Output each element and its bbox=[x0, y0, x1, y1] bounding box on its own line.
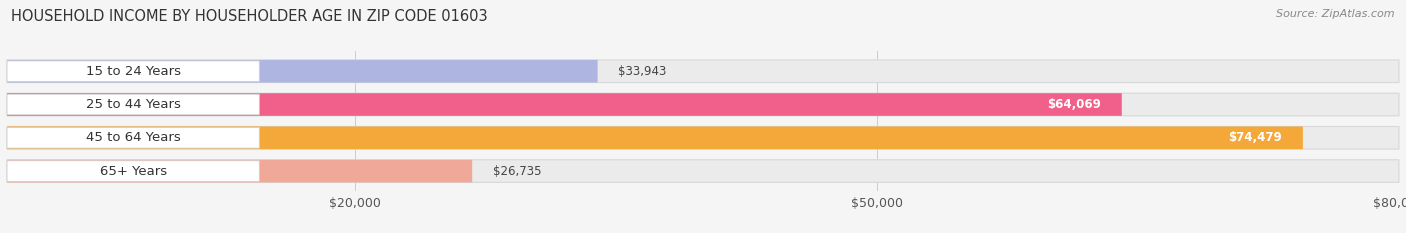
Text: 25 to 44 Years: 25 to 44 Years bbox=[86, 98, 180, 111]
Text: $74,479: $74,479 bbox=[1229, 131, 1282, 144]
Text: $64,069: $64,069 bbox=[1047, 98, 1101, 111]
FancyBboxPatch shape bbox=[7, 93, 1122, 116]
Text: Source: ZipAtlas.com: Source: ZipAtlas.com bbox=[1277, 9, 1395, 19]
FancyBboxPatch shape bbox=[7, 94, 259, 115]
FancyBboxPatch shape bbox=[7, 127, 1303, 149]
FancyBboxPatch shape bbox=[7, 161, 259, 182]
Text: 15 to 24 Years: 15 to 24 Years bbox=[86, 65, 181, 78]
FancyBboxPatch shape bbox=[7, 61, 259, 82]
Text: 65+ Years: 65+ Years bbox=[100, 164, 167, 178]
FancyBboxPatch shape bbox=[7, 160, 472, 182]
Text: $33,943: $33,943 bbox=[619, 65, 666, 78]
Text: 45 to 64 Years: 45 to 64 Years bbox=[86, 131, 180, 144]
FancyBboxPatch shape bbox=[7, 60, 1399, 82]
FancyBboxPatch shape bbox=[7, 60, 598, 82]
Text: $26,735: $26,735 bbox=[494, 164, 541, 178]
Text: HOUSEHOLD INCOME BY HOUSEHOLDER AGE IN ZIP CODE 01603: HOUSEHOLD INCOME BY HOUSEHOLDER AGE IN Z… bbox=[11, 9, 488, 24]
FancyBboxPatch shape bbox=[7, 127, 259, 148]
FancyBboxPatch shape bbox=[7, 93, 1399, 116]
FancyBboxPatch shape bbox=[7, 127, 1399, 149]
FancyBboxPatch shape bbox=[7, 160, 1399, 182]
